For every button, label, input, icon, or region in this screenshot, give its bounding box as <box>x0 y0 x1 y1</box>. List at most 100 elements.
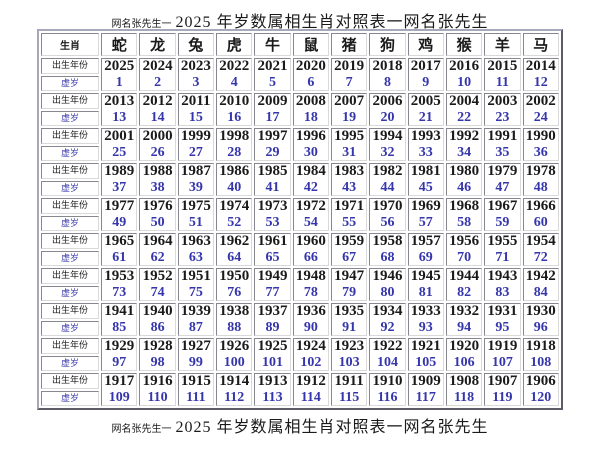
birth-year-value: 1976 <box>142 198 173 214</box>
nominal-age-value: 11 <box>495 75 509 90</box>
birth-year-value: 1974 <box>219 198 250 214</box>
year-age-cell: 1909 117 <box>407 373 444 406</box>
nominal-age-value: 59 <box>495 215 510 230</box>
year-age-cell: 1934 92 <box>369 303 406 336</box>
birth-year-label-cell: 出生年份 <box>41 163 100 179</box>
zodiac-header-cell: 兔 <box>177 33 215 56</box>
nominal-age-value: 52 <box>227 215 242 230</box>
birth-year-value: 1985 <box>257 163 288 179</box>
nominal-age-value: 117 <box>415 390 436 405</box>
birth-year-value: 2005 <box>410 93 441 109</box>
birth-year-value: 1911 <box>334 373 364 389</box>
birth-year-value: 1925 <box>257 338 288 354</box>
group-5-year-row: 出生年份 1977 49 1976 50 1975 51 1974 52 1973 53 1972 54… <box>41 198 559 231</box>
birth-year-value: 1987 <box>180 163 211 179</box>
nominal-age-value: 112 <box>224 390 245 405</box>
zodiac-header-cell: 鼠 <box>292 33 329 56</box>
nominal-age-value: 46 <box>457 180 472 195</box>
birth-year-value: 1990 <box>525 128 556 144</box>
page-title: 网名张先生一 2025 年岁数属相生肖对照表一网名张先生 <box>0 0 600 31</box>
group-7-age-row: 虚岁 <box>41 285 559 301</box>
year-age-cell: 1936 90 <box>292 303 329 336</box>
year-age-cell: 1941 85 <box>101 303 138 336</box>
birth-year-value: 2016 <box>449 58 480 74</box>
year-age-cell: 1959 67 <box>330 233 368 266</box>
birth-year-value: 2002 <box>525 93 556 109</box>
nominal-age-value: 12 <box>533 75 548 90</box>
birth-year-value: 1978 <box>525 163 556 179</box>
year-age-cell: 2008 18 <box>292 93 329 126</box>
birth-year-label-cell: 出生年份 <box>41 198 100 214</box>
nominal-age-value: 95 <box>495 320 510 335</box>
birth-year-value: 1951 <box>180 268 211 284</box>
nominal-age-value: 51 <box>188 215 203 230</box>
birth-year-value: 2011 <box>181 93 211 109</box>
year-age-cell: 2017 9 <box>407 58 444 91</box>
nominal-age-value: 64 <box>227 250 242 265</box>
group-8-age-row: 虚岁 <box>41 320 559 336</box>
nominal-age-label-cell: 虚岁 <box>41 215 100 231</box>
birth-year-value: 1972 <box>295 198 326 214</box>
birth-year-value: 1913 <box>257 373 288 389</box>
nominal-age-value: 77 <box>265 285 280 300</box>
year-age-cell: 1940 86 <box>139 303 176 336</box>
nominal-age-label-cell: 虚岁 <box>41 355 100 371</box>
birth-year-value: 1947 <box>334 268 365 284</box>
nominal-age-value: 41 <box>265 180 280 195</box>
birth-year-value: 2025 <box>104 58 135 74</box>
year-age-cell: 1911 115 <box>330 373 368 406</box>
year-age-cell: 2012 14 <box>139 93 176 126</box>
birth-year-value: 1927 <box>180 338 211 354</box>
birth-year-label-cell: 出生年份 <box>41 303 100 319</box>
group-7-year-row: 出生年份 1953 73 1952 74 1951 75 1950 76 1949 77 1948 78… <box>41 268 559 301</box>
year-age-cell: 1992 34 <box>445 128 483 161</box>
year-age-cell: 2009 17 <box>254 93 291 126</box>
year-age-cell: 1972 54 <box>292 198 329 231</box>
birth-year-value: 1992 <box>449 128 480 144</box>
year-age-cell: 1983 43 <box>330 163 368 196</box>
birth-year-value: 1909 <box>410 373 441 389</box>
year-age-cell: 1935 91 <box>330 303 368 336</box>
year-age-cell: 1996 30 <box>292 128 329 161</box>
birth-year-value: 1960 <box>295 233 326 249</box>
nominal-age-label-cell: 虚岁 <box>41 180 100 196</box>
nominal-age-value: 9 <box>422 75 430 90</box>
birth-year-value: 1952 <box>142 268 173 284</box>
nominal-age-value: 82 <box>457 285 472 300</box>
birth-year-value: 1977 <box>104 198 135 214</box>
nominal-age-value: 98 <box>150 355 165 370</box>
title-main: 2025 年岁数属相生肖对照表一网名张先生 <box>175 14 489 31</box>
nominal-age-value: 29 <box>265 145 280 160</box>
birth-year-value: 1957 <box>410 233 441 249</box>
nominal-age-value: 71 <box>495 250 510 265</box>
nominal-age-value: 34 <box>457 145 472 160</box>
year-age-cell: 1979 47 <box>484 163 521 196</box>
nominal-age-value: 92 <box>380 320 395 335</box>
year-age-cell: 2022 4 <box>216 58 253 91</box>
nominal-age-label-cell: 虚岁 <box>41 75 100 91</box>
nominal-age-value: 14 <box>150 110 165 125</box>
year-age-cell: 1985 41 <box>254 163 291 196</box>
year-age-cell: 1930 96 <box>522 303 559 336</box>
year-age-cell: 2007 19 <box>330 93 368 126</box>
year-age-cell: 1964 62 <box>139 233 176 266</box>
nominal-age-value: 115 <box>339 390 360 405</box>
nominal-age-value: 21 <box>418 110 433 125</box>
year-age-cell: 2024 2 <box>139 58 176 91</box>
zodiac-header-cell: 牛 <box>254 33 291 56</box>
nominal-age-value: 84 <box>533 285 548 300</box>
title-prefix: 网名张先生一 <box>111 19 172 30</box>
year-age-cell: 1906 120 <box>522 373 559 406</box>
birth-year-label-cell: 出生年份 <box>41 93 100 109</box>
year-age-cell: 1986 40 <box>216 163 253 196</box>
birth-year-value: 2003 <box>487 93 518 109</box>
birth-year-value: 1910 <box>372 373 403 389</box>
zodiac-header-cell: 猪 <box>330 33 368 56</box>
nominal-age-value: 17 <box>265 110 280 125</box>
birth-year-value: 1920 <box>449 338 480 354</box>
nominal-age-label-cell: 虚岁 <box>41 110 100 126</box>
year-age-cell: 2011 15 <box>177 93 215 126</box>
birth-year-value: 1930 <box>525 303 556 319</box>
year-age-cell: 1915 111 <box>177 373 215 406</box>
